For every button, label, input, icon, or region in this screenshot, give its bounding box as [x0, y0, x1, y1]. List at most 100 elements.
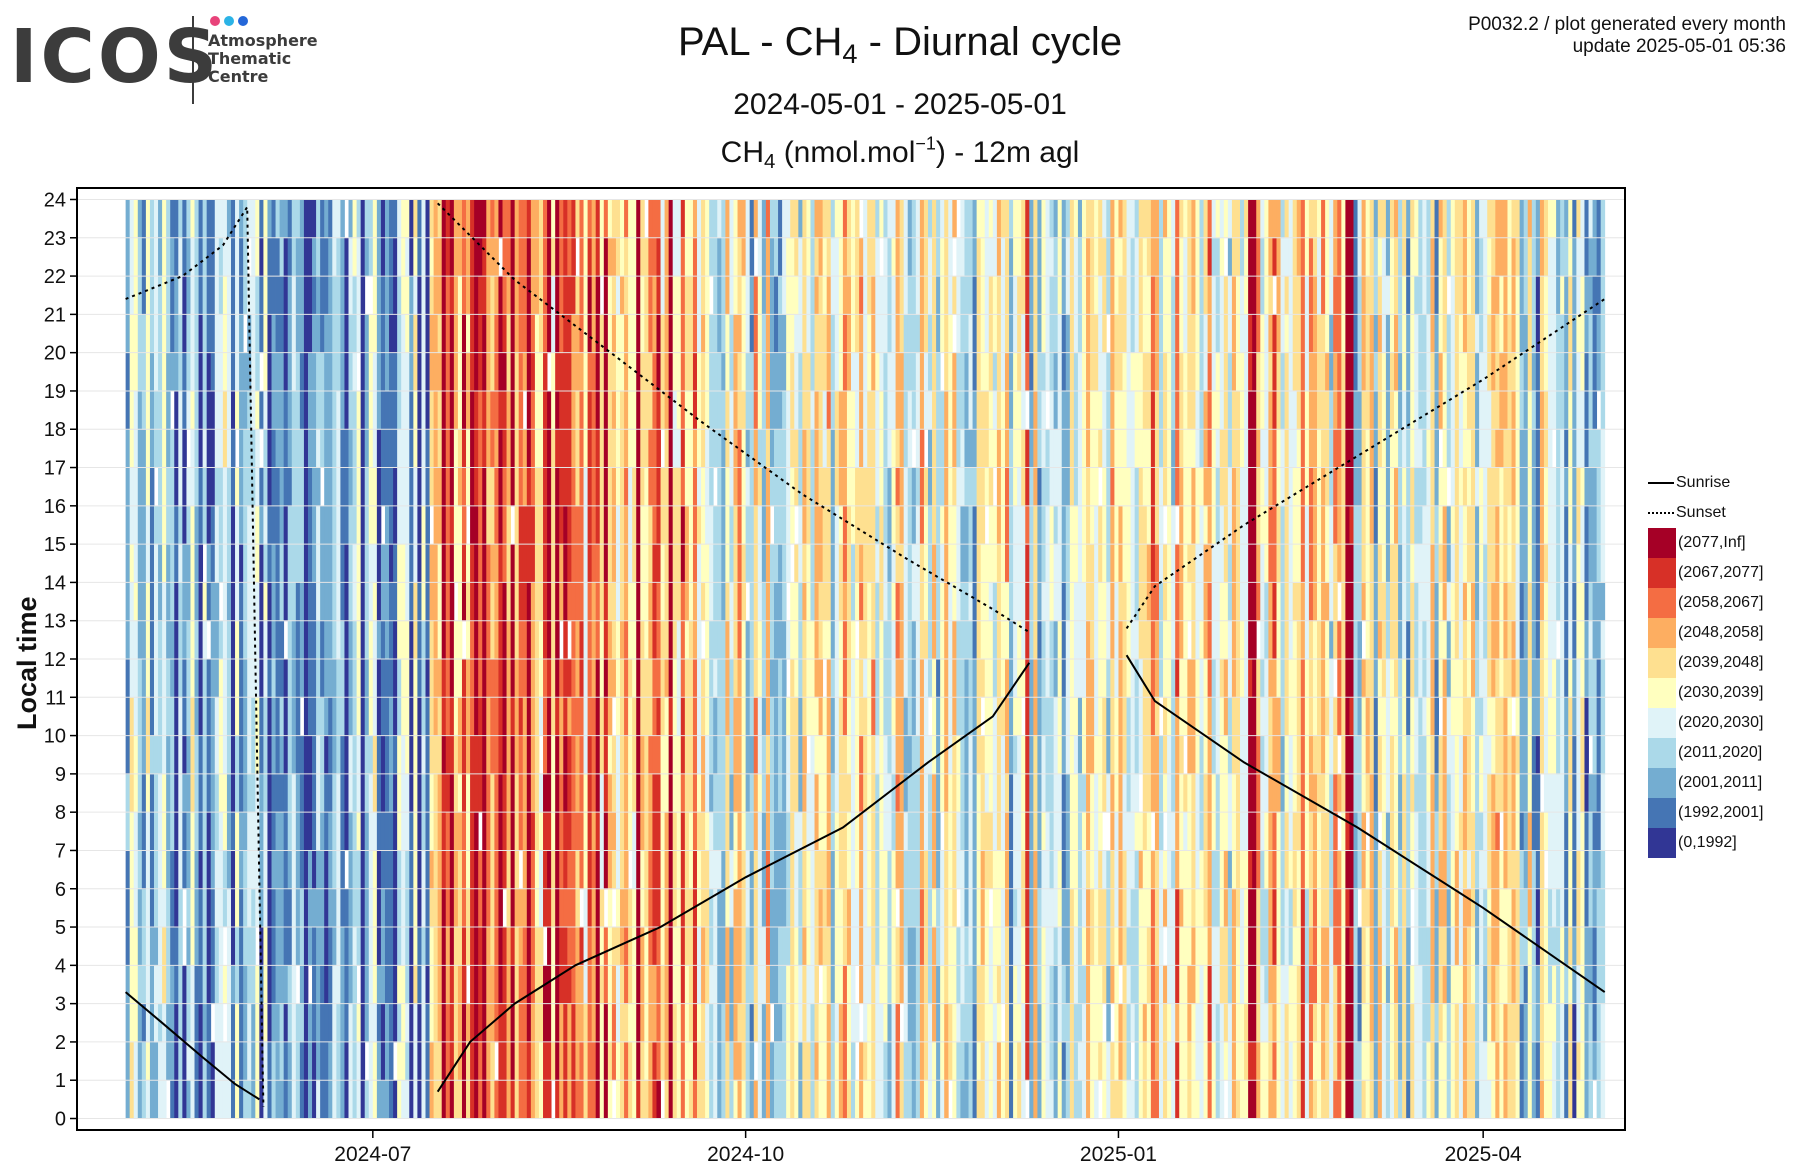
heatmap-cell [956, 1041, 961, 1081]
heatmap-cell [591, 812, 597, 851]
heatmap-cell [559, 505, 564, 545]
heatmap-cell [162, 812, 167, 851]
heatmap-cell [214, 467, 220, 507]
heatmap-cell [194, 965, 199, 1005]
heatmap-cell [263, 199, 268, 239]
heatmap-cell [214, 850, 220, 890]
heatmap-cell [887, 199, 892, 239]
heatmap-cell [919, 276, 925, 315]
heatmap-cell [676, 850, 682, 890]
heatmap-cell [530, 199, 536, 239]
heatmap-cell [887, 697, 892, 736]
heatmap-cell [952, 965, 957, 1005]
heatmap-cell [498, 544, 503, 583]
heatmap-cell [149, 314, 155, 354]
heatmap-cell [271, 544, 276, 583]
heatmap-cell [822, 199, 828, 239]
heatmap-cell [125, 850, 131, 890]
heatmap-cell [271, 850, 276, 890]
heatmap-cell [830, 888, 836, 928]
heatmap-cell [944, 505, 949, 545]
heatmap-cell [652, 850, 657, 890]
heatmap-cell [226, 467, 232, 507]
heatmap-cell [421, 1003, 426, 1043]
heatmap-cell [170, 1003, 175, 1043]
heatmap-cell [745, 390, 751, 430]
heatmap-cell [235, 888, 240, 928]
heatmap-cell [956, 467, 961, 507]
heatmap-cell [964, 582, 969, 622]
heatmap-cell [490, 429, 495, 468]
heatmap-cell [863, 620, 868, 660]
heatmap-cell [660, 582, 665, 622]
heatmap-cell [701, 850, 706, 890]
heatmap-cell [567, 850, 572, 890]
heatmap-cell [701, 1080, 706, 1119]
heatmap-cell [802, 812, 807, 851]
heatmap-cell [389, 199, 394, 239]
heatmap-cell [826, 429, 832, 468]
heatmap-cell [664, 544, 670, 583]
heatmap-cell [664, 812, 670, 851]
heatmap-cell [360, 544, 366, 583]
heatmap-cell [478, 314, 483, 354]
heatmap-cell [753, 697, 759, 736]
heatmap-cell [162, 237, 167, 277]
heatmap-cell [782, 582, 787, 622]
heatmap-cell [729, 1003, 734, 1043]
heatmap-cell [275, 276, 281, 315]
heatmap-cell [640, 505, 645, 545]
heatmap-cell [137, 352, 143, 392]
heatmap-cell [364, 1003, 370, 1043]
heatmap-cell [316, 773, 321, 813]
heatmap-cell [170, 659, 175, 698]
heatmap-cell [551, 659, 556, 698]
heatmap-cell [401, 467, 406, 507]
heatmap-cell [579, 812, 584, 851]
heatmap-cell [372, 927, 378, 966]
heatmap-cell [859, 927, 864, 966]
heatmap-cell [778, 467, 783, 507]
heatmap-cell [222, 888, 228, 928]
heatmap-cell [822, 314, 828, 354]
heatmap-cell [368, 505, 374, 545]
heatmap-cell [632, 965, 637, 1005]
heatmap-cell [356, 505, 362, 545]
heatmap-cell [259, 390, 264, 430]
heatmap-cell [295, 390, 301, 430]
heatmap-cell [530, 544, 536, 583]
heatmap-cell [656, 1003, 661, 1043]
heatmap-cell [932, 276, 937, 315]
heatmap-cell [648, 927, 653, 966]
heatmap-cell [563, 927, 568, 966]
heatmap-cell [328, 276, 333, 315]
heatmap-cell [307, 276, 313, 315]
heatmap-cell [684, 199, 690, 239]
heatmap-cell [749, 237, 755, 277]
heatmap-cell [660, 888, 665, 928]
heatmap-cell [453, 620, 459, 660]
heatmap-cell [599, 505, 605, 545]
heatmap-cell [441, 276, 447, 315]
heatmap-cell [599, 1080, 605, 1119]
heatmap-cell [437, 773, 443, 813]
heatmap-cell [494, 697, 499, 736]
heatmap-cell [449, 888, 455, 928]
heatmap-cell [603, 1003, 609, 1043]
heatmap-cell [859, 735, 864, 775]
heatmap-cell [230, 544, 236, 583]
heatmap-cell [279, 620, 285, 660]
heatmap-cell [709, 352, 714, 392]
chart-subtitle: CH4 (nmol.mol−1) - 12m agl [0, 134, 1800, 172]
heatmap-cell [490, 276, 495, 315]
heatmap-cell [409, 352, 414, 392]
heatmap-cell [571, 812, 576, 851]
heatmap-cell [389, 620, 394, 660]
heatmap-cell [474, 429, 479, 468]
heatmap-cell [976, 505, 982, 545]
heatmap-cell [510, 1041, 516, 1081]
heatmap-cell [632, 582, 637, 622]
heatmap-cell [794, 888, 799, 928]
heatmap-cell [834, 352, 840, 392]
heatmap-cell [644, 352, 649, 392]
